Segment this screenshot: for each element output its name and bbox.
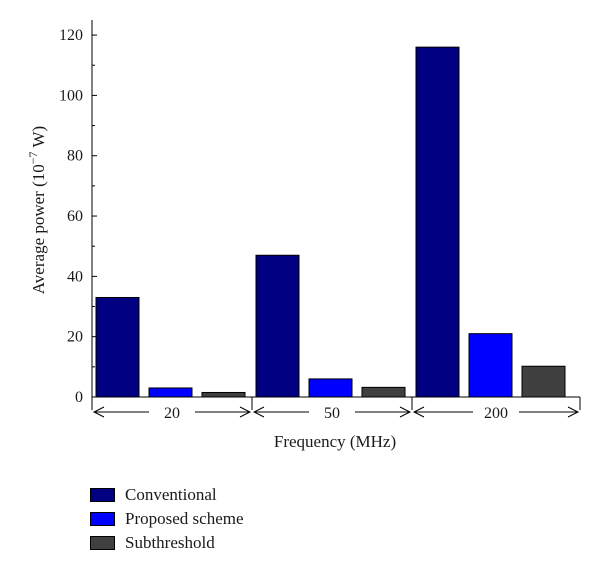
bar-proposed-scheme-50: [308, 378, 353, 398]
y-axis-title-main: Average power (10: [29, 164, 48, 294]
y-tick-label-60: 60: [67, 208, 83, 225]
x-arrow-right-head-50: [399, 406, 412, 418]
legend-label-proposed-scheme: Proposed scheme: [125, 509, 244, 528]
legend-swatch-proposed-scheme: [90, 512, 115, 526]
x-arrow-right-head-200: [567, 406, 580, 418]
bars: [95, 46, 566, 398]
y-axis-title: Average power (10−7 W): [26, 126, 48, 294]
bar-conventional-50: [255, 254, 300, 398]
y-tick-label-100: 100: [59, 87, 83, 104]
y-axis-title-exponent: −7: [26, 151, 40, 164]
x-tick-label-200: 200: [484, 405, 508, 422]
legend: Conventional Proposed scheme Subthreshol…: [90, 483, 244, 555]
x-arrow-right-head-20: [239, 406, 252, 418]
bar-conventional-20: [95, 296, 140, 398]
y-axis: 0 20 40 60 80 100 120: [59, 20, 97, 406]
y-axis-title-unit: W): [29, 126, 48, 152]
legend-swatch-conventional: [90, 488, 115, 502]
y-tick-label-20: 20: [67, 329, 83, 346]
y-tick-label-0: 0: [75, 389, 83, 406]
bar-subthreshold-200: [521, 365, 566, 398]
legend-item-subthreshold: Subthreshold: [90, 531, 244, 555]
bar-proposed-scheme-20: [148, 387, 193, 398]
legend-label-conventional: Conventional: [125, 485, 217, 504]
bar-subthreshold-20: [201, 391, 246, 398]
legend-item-proposed-scheme: Proposed scheme: [90, 507, 244, 531]
y-tick-label-80: 80: [67, 148, 83, 165]
y-tick-label-120: 120: [59, 27, 83, 44]
bar-proposed-scheme-200: [468, 333, 513, 398]
legend-item-conventional: Conventional: [90, 483, 244, 507]
bar-conventional-200: [415, 46, 460, 398]
legend-label-subthreshold: Subthreshold: [125, 533, 215, 552]
y-tick-label-40: 40: [67, 268, 83, 285]
x-tick-label-50: 50: [324, 405, 340, 422]
x-axis-title: Frequency (MHz): [274, 432, 396, 451]
x-arrow-left-head-50: [252, 406, 265, 418]
x-axis: 20 50 200: [91, 396, 581, 422]
x-arrow-left-head-200: [412, 406, 425, 418]
bar-subthreshold-50: [361, 386, 406, 398]
y-ticks: 0 20 40 60 80 100 120: [59, 27, 97, 406]
legend-swatch-subthreshold: [90, 536, 115, 550]
x-tick-label-20: 20: [164, 405, 180, 422]
x-arrow-left-head-20: [92, 406, 105, 418]
